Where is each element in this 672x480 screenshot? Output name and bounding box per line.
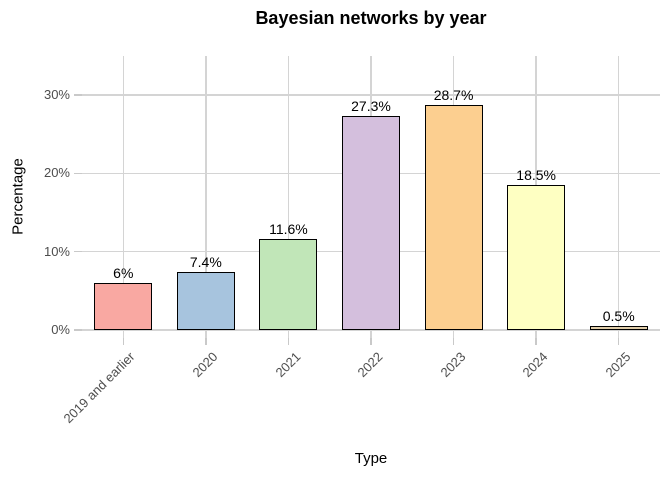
gridline-x (122, 56, 125, 338)
bar (424, 105, 483, 330)
gridline-x (287, 56, 290, 338)
bar (176, 272, 235, 330)
x-tick-label: 2019 and earlier (60, 349, 138, 427)
bar-value-label: 0.5% (602, 308, 635, 325)
gridline-x (617, 56, 620, 338)
x-axis-tick (452, 338, 455, 345)
bar-value-label: 11.6% (269, 221, 308, 238)
y-tick-label: 10% (43, 243, 70, 259)
plot-panel: 6% 7.4% 11.6% 27.3% 28.7% 18.5% 0.5% (82, 56, 660, 338)
x-tick-label: 2021 (271, 349, 304, 381)
x-tick-label: 2022 (354, 349, 386, 381)
y-axis-tick (74, 172, 82, 175)
x-axis-tick (287, 338, 290, 345)
x-tick-label: 2024 (519, 349, 551, 381)
gridline-x (205, 56, 207, 338)
x-axis-tick (617, 338, 620, 345)
bar (94, 283, 153, 330)
y-axis-tick (74, 329, 82, 331)
x-tick-label: 2020 (189, 349, 221, 381)
bar (507, 185, 566, 330)
bar-value-label: 7.4% (189, 254, 222, 271)
bar-value-label: 28.7% (433, 87, 474, 104)
bar-value-label: 27.3% (351, 98, 391, 115)
y-tick-label: 30% (43, 87, 70, 102)
x-tick-label: 2023 (437, 349, 469, 381)
x-axis-tick (205, 338, 207, 345)
bar (589, 326, 648, 330)
x-axis-tick (370, 338, 372, 345)
y-axis-tick (74, 250, 82, 253)
chart-title: Bayesian networks by year (255, 8, 487, 28)
x-tick-label: 2025 (602, 349, 634, 381)
bar (342, 116, 400, 330)
bar-value-label: 6% (113, 265, 134, 281)
y-tick-label: 20% (43, 165, 70, 181)
x-axis-tick (122, 338, 125, 345)
y-axis-tick (74, 94, 82, 96)
x-axis-title: Type (354, 450, 388, 467)
bar (259, 239, 318, 330)
y-tick-label: 0% (51, 322, 70, 337)
x-axis-tick (535, 338, 537, 345)
bar-value-label: 18.5% (516, 167, 556, 184)
